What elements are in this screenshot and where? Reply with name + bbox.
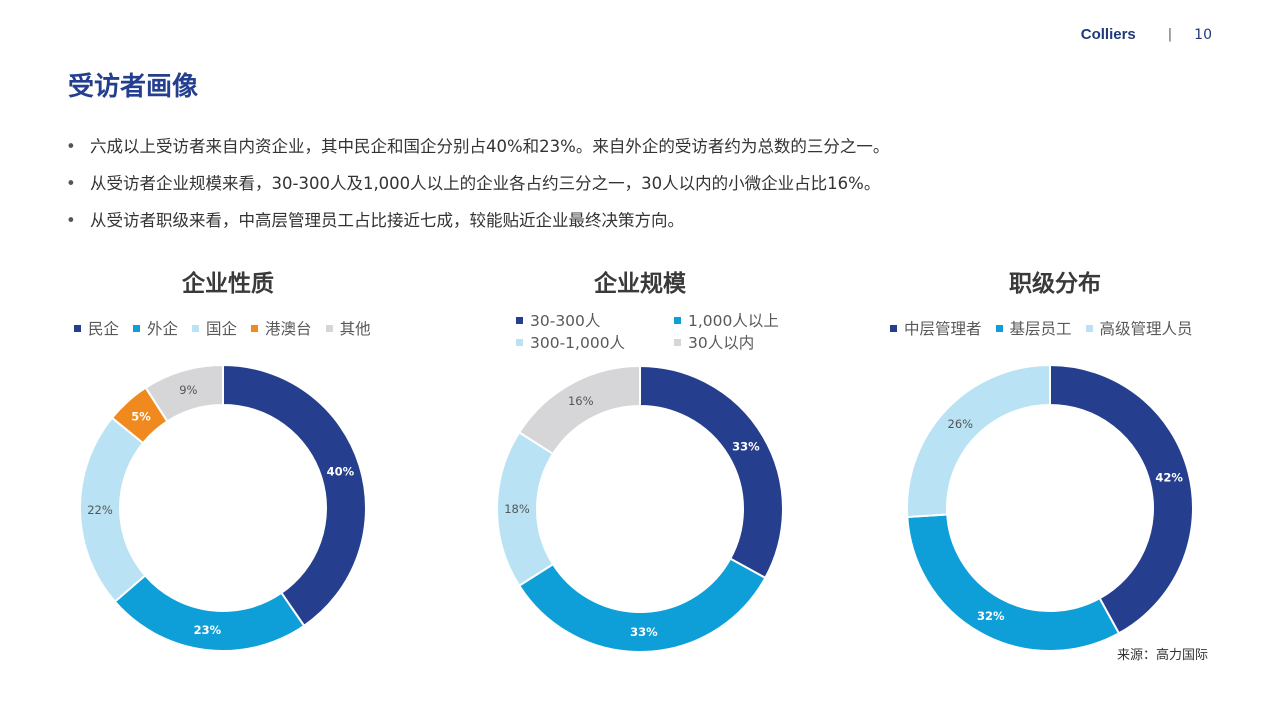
legend-label: 其他 (340, 317, 371, 339)
donut-slice (519, 366, 640, 454)
data-label: 22% (87, 503, 113, 517)
page-title: 受访者画像 (68, 66, 198, 103)
page-number: 10 (1194, 27, 1212, 43)
data-label: 26% (948, 417, 974, 431)
chart-job-level: 职级分布 中层管理者 基层员工 高级管理人员 42% 32% 26% (890, 260, 1220, 660)
legend-swatch (133, 325, 140, 332)
legend-swatch (74, 325, 81, 332)
data-label: 16% (568, 394, 594, 408)
data-label: 32% (977, 609, 1005, 623)
data-label: 9% (179, 383, 197, 397)
bullet-item: 从受访者企业规模来看，30-300人及1,000人以上的企业各占约三分之一，30… (66, 169, 889, 206)
data-label: 42% (1155, 470, 1183, 484)
legend-item: 高级管理人员 (1086, 317, 1193, 339)
header: Colliers | 10 (1081, 26, 1212, 43)
legend-swatch (516, 339, 523, 346)
header-separator: | (1168, 27, 1172, 42)
data-label: 33% (630, 625, 658, 639)
donut-slice (640, 366, 783, 578)
legend-label: 中层管理者 (904, 317, 982, 339)
legend-item: 中层管理者 (890, 317, 982, 339)
legend-swatch (1086, 325, 1093, 332)
legend-label: 300-1,000人 (530, 331, 625, 353)
donut-slice (115, 575, 304, 651)
chart-title: 企业规模 (480, 264, 800, 298)
legend-swatch (516, 317, 523, 324)
legend-item: 1,000人以上 (674, 309, 794, 331)
legend-label: 1,000人以上 (688, 309, 779, 331)
legend-swatch (890, 325, 897, 332)
legend-item: 民企 (74, 317, 119, 339)
legend-swatch (674, 317, 681, 324)
legend-item: 基层员工 (996, 317, 1072, 339)
chart-title: 企业性质 (68, 264, 388, 298)
data-label: 18% (504, 502, 530, 516)
legend-item: 300-1,000人 (516, 331, 674, 353)
bullet-item: 从受访者职级来看，中高层管理员工占比接近七成，较能贴近企业最终决策方向。 (66, 206, 889, 243)
chart-title: 职级分布 (890, 264, 1220, 298)
data-label: 23% (194, 623, 222, 637)
legend-label: 国企 (206, 317, 237, 339)
legend-label: 基层员工 (1010, 317, 1072, 339)
data-label: 33% (732, 439, 760, 453)
donut-slice (223, 365, 366, 626)
bullet-item: 六成以上受访者来自内资企业，其中民企和国企分别占40%和23%。来自外企的受访者… (66, 132, 889, 169)
legend-item: 其他 (326, 317, 371, 339)
legend-swatch (674, 339, 681, 346)
legend-label: 外企 (147, 317, 178, 339)
legend-label: 30人以内 (688, 331, 754, 353)
summary-bullets: 六成以上受访者来自内资企业，其中民企和国企分别占40%和23%。来自外企的受访者… (66, 132, 889, 243)
legend-item: 港澳台 (251, 317, 312, 339)
source-note: 来源：高力国际 (1117, 644, 1208, 663)
donut-chart: 33% 33% 18% 16% (480, 360, 800, 660)
donut-slice (907, 365, 1050, 517)
chart-enterprise-scale: 企业规模 30-300人 1,000人以上 300-1,000人 30人以内 33% 3… (480, 260, 800, 660)
legend-item: 外企 (133, 317, 178, 339)
chart-legend: 中层管理者 基层员工 高级管理人员 (890, 317, 1220, 339)
legend-label: 30-300人 (530, 309, 600, 331)
legend-label: 港澳台 (265, 317, 312, 339)
legend-swatch (251, 325, 258, 332)
legend-item: 30人以内 (674, 331, 794, 353)
chart-legend: 30-300人 1,000人以上 300-1,000人 30人以内 (516, 309, 796, 353)
legend-swatch (326, 325, 333, 332)
data-label: 40% (327, 464, 355, 478)
donut-chart: 42% 32% 26% (890, 360, 1210, 660)
legend-swatch (996, 325, 1003, 332)
chart-enterprise-nature: 企业性质 民企 外企 国企 港澳台 其他 40% 23% 22% 5% 9% (68, 260, 388, 660)
donut-slice (907, 514, 1119, 651)
chart-legend: 民企 外企 国企 港澳台 其他 (74, 317, 388, 339)
legend-label: 民企 (88, 317, 119, 339)
donut-slice (1050, 365, 1193, 633)
brand-logo: Colliers (1081, 26, 1136, 43)
donut-chart: 40% 23% 22% 5% 9% (68, 360, 388, 660)
legend-item: 30-300人 (516, 309, 674, 331)
legend-item: 国企 (192, 317, 237, 339)
legend-label: 高级管理人员 (1100, 317, 1193, 339)
legend-swatch (192, 325, 199, 332)
data-label: 5% (131, 409, 151, 423)
